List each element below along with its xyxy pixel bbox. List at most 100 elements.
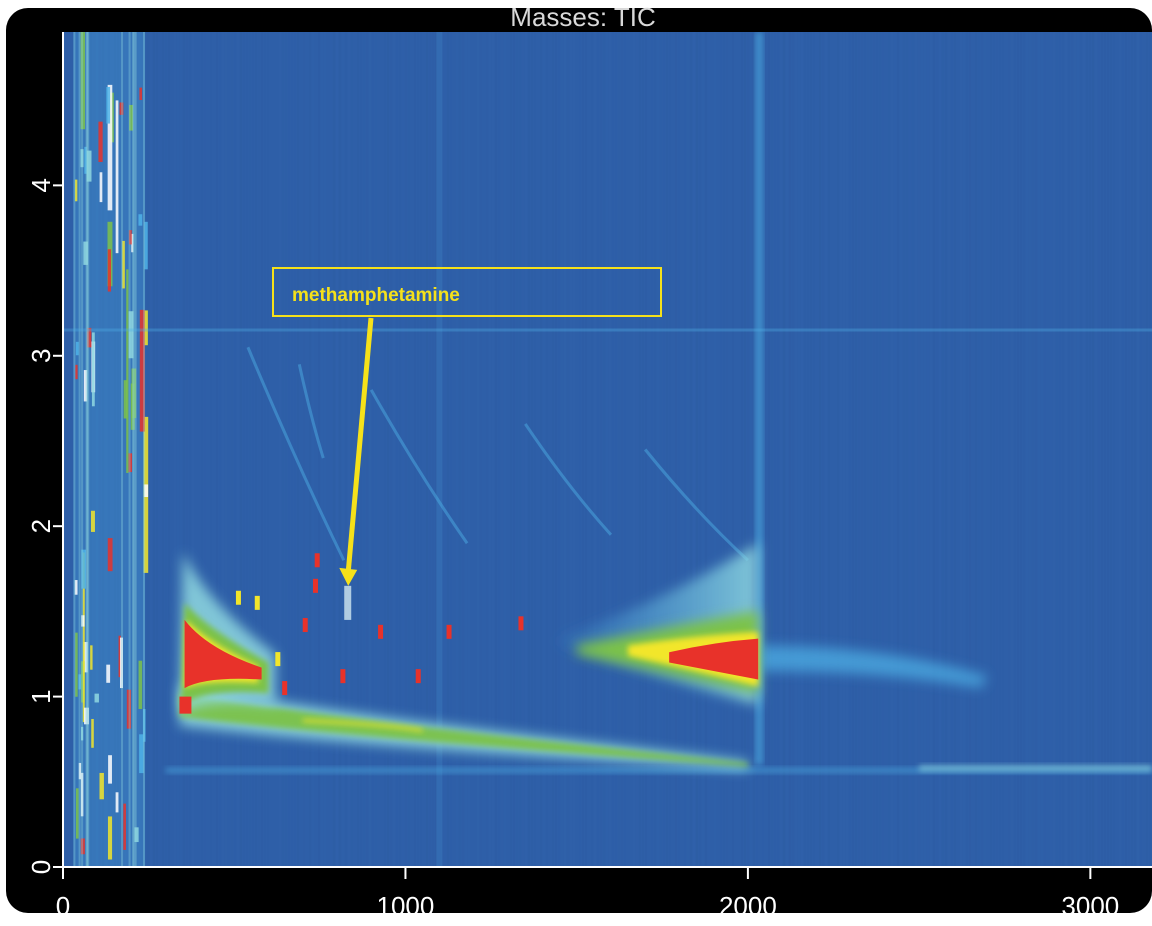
texture-streak	[543, 32, 545, 867]
y-tick-label: 4	[26, 178, 56, 192]
texture-streak	[603, 32, 605, 867]
texture-streak	[855, 32, 857, 867]
early-streak	[91, 332, 95, 407]
texture-streak	[981, 32, 983, 867]
texture-streak	[819, 32, 821, 867]
texture-streak	[1140, 32, 1142, 867]
texture-streak	[1014, 32, 1016, 867]
early-streak	[90, 510, 95, 532]
texture-streak	[1044, 32, 1046, 867]
texture-streak	[873, 32, 875, 867]
texture-streak	[387, 32, 389, 867]
x-tick-label: 1000	[377, 891, 435, 921]
texture-streak	[732, 32, 734, 867]
early-streak	[120, 637, 124, 689]
texture-streak	[1128, 32, 1130, 867]
texture-streak	[1110, 32, 1112, 867]
texture-streak	[1101, 32, 1103, 867]
horizontal-baseline	[165, 767, 1152, 773]
texture-streak	[843, 32, 845, 867]
plot-area	[63, 32, 1152, 867]
texture-streak	[495, 32, 497, 867]
early-streak	[86, 327, 92, 348]
texture-streak	[1002, 32, 1004, 867]
texture-streak	[801, 32, 803, 867]
isolated-peak	[415, 669, 421, 684]
texture-streak	[678, 32, 680, 867]
texture-streak	[900, 32, 902, 867]
y-tick-label: 2	[26, 519, 56, 533]
early-streak	[144, 310, 148, 346]
texture-streak	[540, 32, 542, 867]
baseline-bright-segment	[919, 765, 1152, 772]
early-streak	[139, 87, 143, 101]
isolated-peak	[275, 652, 281, 667]
isolated-peak	[235, 590, 241, 605]
texture-streak	[867, 32, 869, 867]
texture-streak	[561, 32, 563, 867]
texture-streak	[771, 32, 773, 867]
texture-streak	[840, 32, 842, 867]
annotation-arrow-head	[339, 567, 358, 586]
texture-streak	[504, 32, 506, 867]
texture-streak	[1062, 32, 1064, 867]
early-streak	[94, 693, 99, 703]
texture-streak	[1026, 32, 1028, 867]
early-streak	[126, 689, 132, 729]
texture-streak	[837, 32, 839, 867]
early-streak	[138, 214, 143, 226]
texture-streak	[66, 32, 68, 867]
texture-streak	[987, 32, 989, 867]
texture-streak	[240, 32, 242, 867]
texture-streak	[222, 32, 224, 867]
texture-streak	[1107, 32, 1109, 867]
texture-streak	[168, 32, 170, 867]
isolated-peak	[302, 618, 308, 633]
texture-streak	[489, 32, 491, 867]
texture-streak	[894, 32, 896, 867]
texture-streak	[117, 32, 119, 867]
texture-streak	[747, 32, 749, 867]
texture-streak	[1149, 32, 1151, 867]
texture-streak	[249, 32, 251, 867]
texture-streak	[912, 32, 914, 867]
texture-streak	[1035, 32, 1037, 867]
early-streak	[78, 674, 82, 690]
texture-streak	[720, 32, 722, 867]
texture-streak	[585, 32, 587, 867]
texture-streak	[174, 32, 176, 867]
texture-streak	[1011, 32, 1013, 867]
texture-streak	[261, 32, 263, 867]
texture-streak	[636, 32, 638, 867]
texture-streak	[150, 32, 152, 867]
early-streak	[80, 149, 84, 168]
right-tail	[758, 645, 988, 689]
main-band-yellow-streak	[302, 718, 423, 733]
early-streak	[83, 370, 88, 402]
texture-streak	[693, 32, 695, 867]
texture-streak	[183, 32, 185, 867]
heatmap-features	[63, 32, 1152, 867]
early-streak	[123, 380, 128, 419]
texture-streak	[783, 32, 785, 867]
texture-streak	[552, 32, 554, 867]
texture-streak	[645, 32, 647, 867]
texture-streak	[84, 32, 86, 867]
texture-streak	[282, 32, 284, 867]
y-tick-label: 3	[26, 349, 56, 363]
texture-streak	[258, 32, 260, 867]
isolated-peak	[340, 669, 346, 684]
early-streak	[84, 146, 87, 174]
texture-streak	[1032, 32, 1034, 867]
texture-streak	[792, 32, 794, 867]
texture-streak	[159, 32, 161, 867]
early-column-line	[133, 32, 136, 867]
texture-streak	[207, 32, 209, 867]
texture-streak	[744, 32, 746, 867]
texture-streak	[1005, 32, 1007, 867]
texture-streak	[255, 32, 257, 867]
texture-streak	[546, 32, 548, 867]
texture-streak	[1008, 32, 1010, 867]
texture-streak	[564, 32, 566, 867]
